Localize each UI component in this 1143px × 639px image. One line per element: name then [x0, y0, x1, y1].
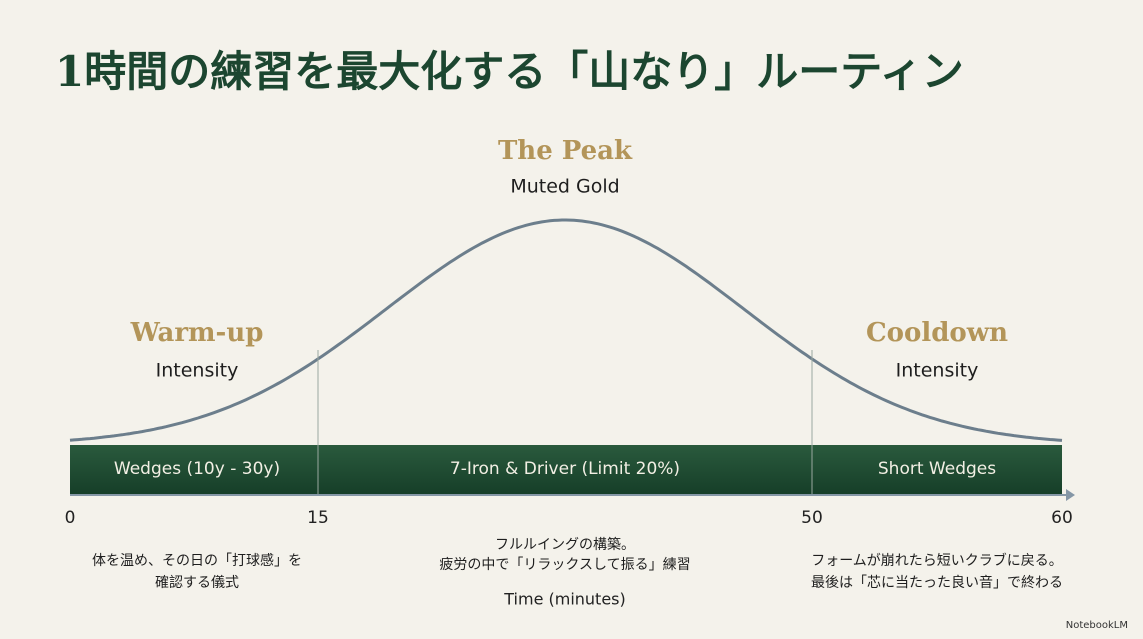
section-description: フォームが崩れたら短いクラブに戻る。 — [811, 552, 1063, 569]
tick-label: 60 — [1051, 508, 1073, 528]
tick-label: 0 — [65, 508, 76, 528]
club-band — [70, 445, 1062, 495]
section-heading: The Peak — [498, 136, 633, 166]
axis-arrow — [1066, 489, 1075, 501]
section-subheading: Muted Gold — [510, 176, 619, 198]
section-description: 確認する儀式 — [155, 575, 239, 591]
band-label: Short Wedges — [878, 459, 996, 479]
section-subheading: Intensity — [156, 360, 239, 382]
section-description: フルルイングの構築。 — [495, 537, 635, 553]
title: 1時間の練習を最大化する「山なり」ルーティン — [55, 47, 964, 96]
band-label: 7-Iron & Driver (Limit 20%) — [450, 459, 680, 479]
tick-label: 50 — [801, 508, 823, 528]
axis-label: Time (minutes) — [503, 590, 626, 609]
band-label: Wedges (10y - 30y) — [114, 459, 280, 479]
tick-label: 15 — [307, 508, 329, 528]
section-description: 体を温め、その日の「打球感」を — [92, 552, 302, 569]
section-description: 疲労の中で「リラックスして振る」練習 — [439, 556, 690, 573]
section-heading: Cooldown — [866, 318, 1008, 348]
watermark: NotebookLM — [1066, 620, 1128, 631]
section-description: 最後は「芯に当たった良い音」で終わる — [811, 574, 1063, 591]
section-subheading: Intensity — [896, 360, 979, 382]
curve-outline — [69, 218, 1063, 442]
section-heading: Warm-up — [130, 318, 264, 348]
